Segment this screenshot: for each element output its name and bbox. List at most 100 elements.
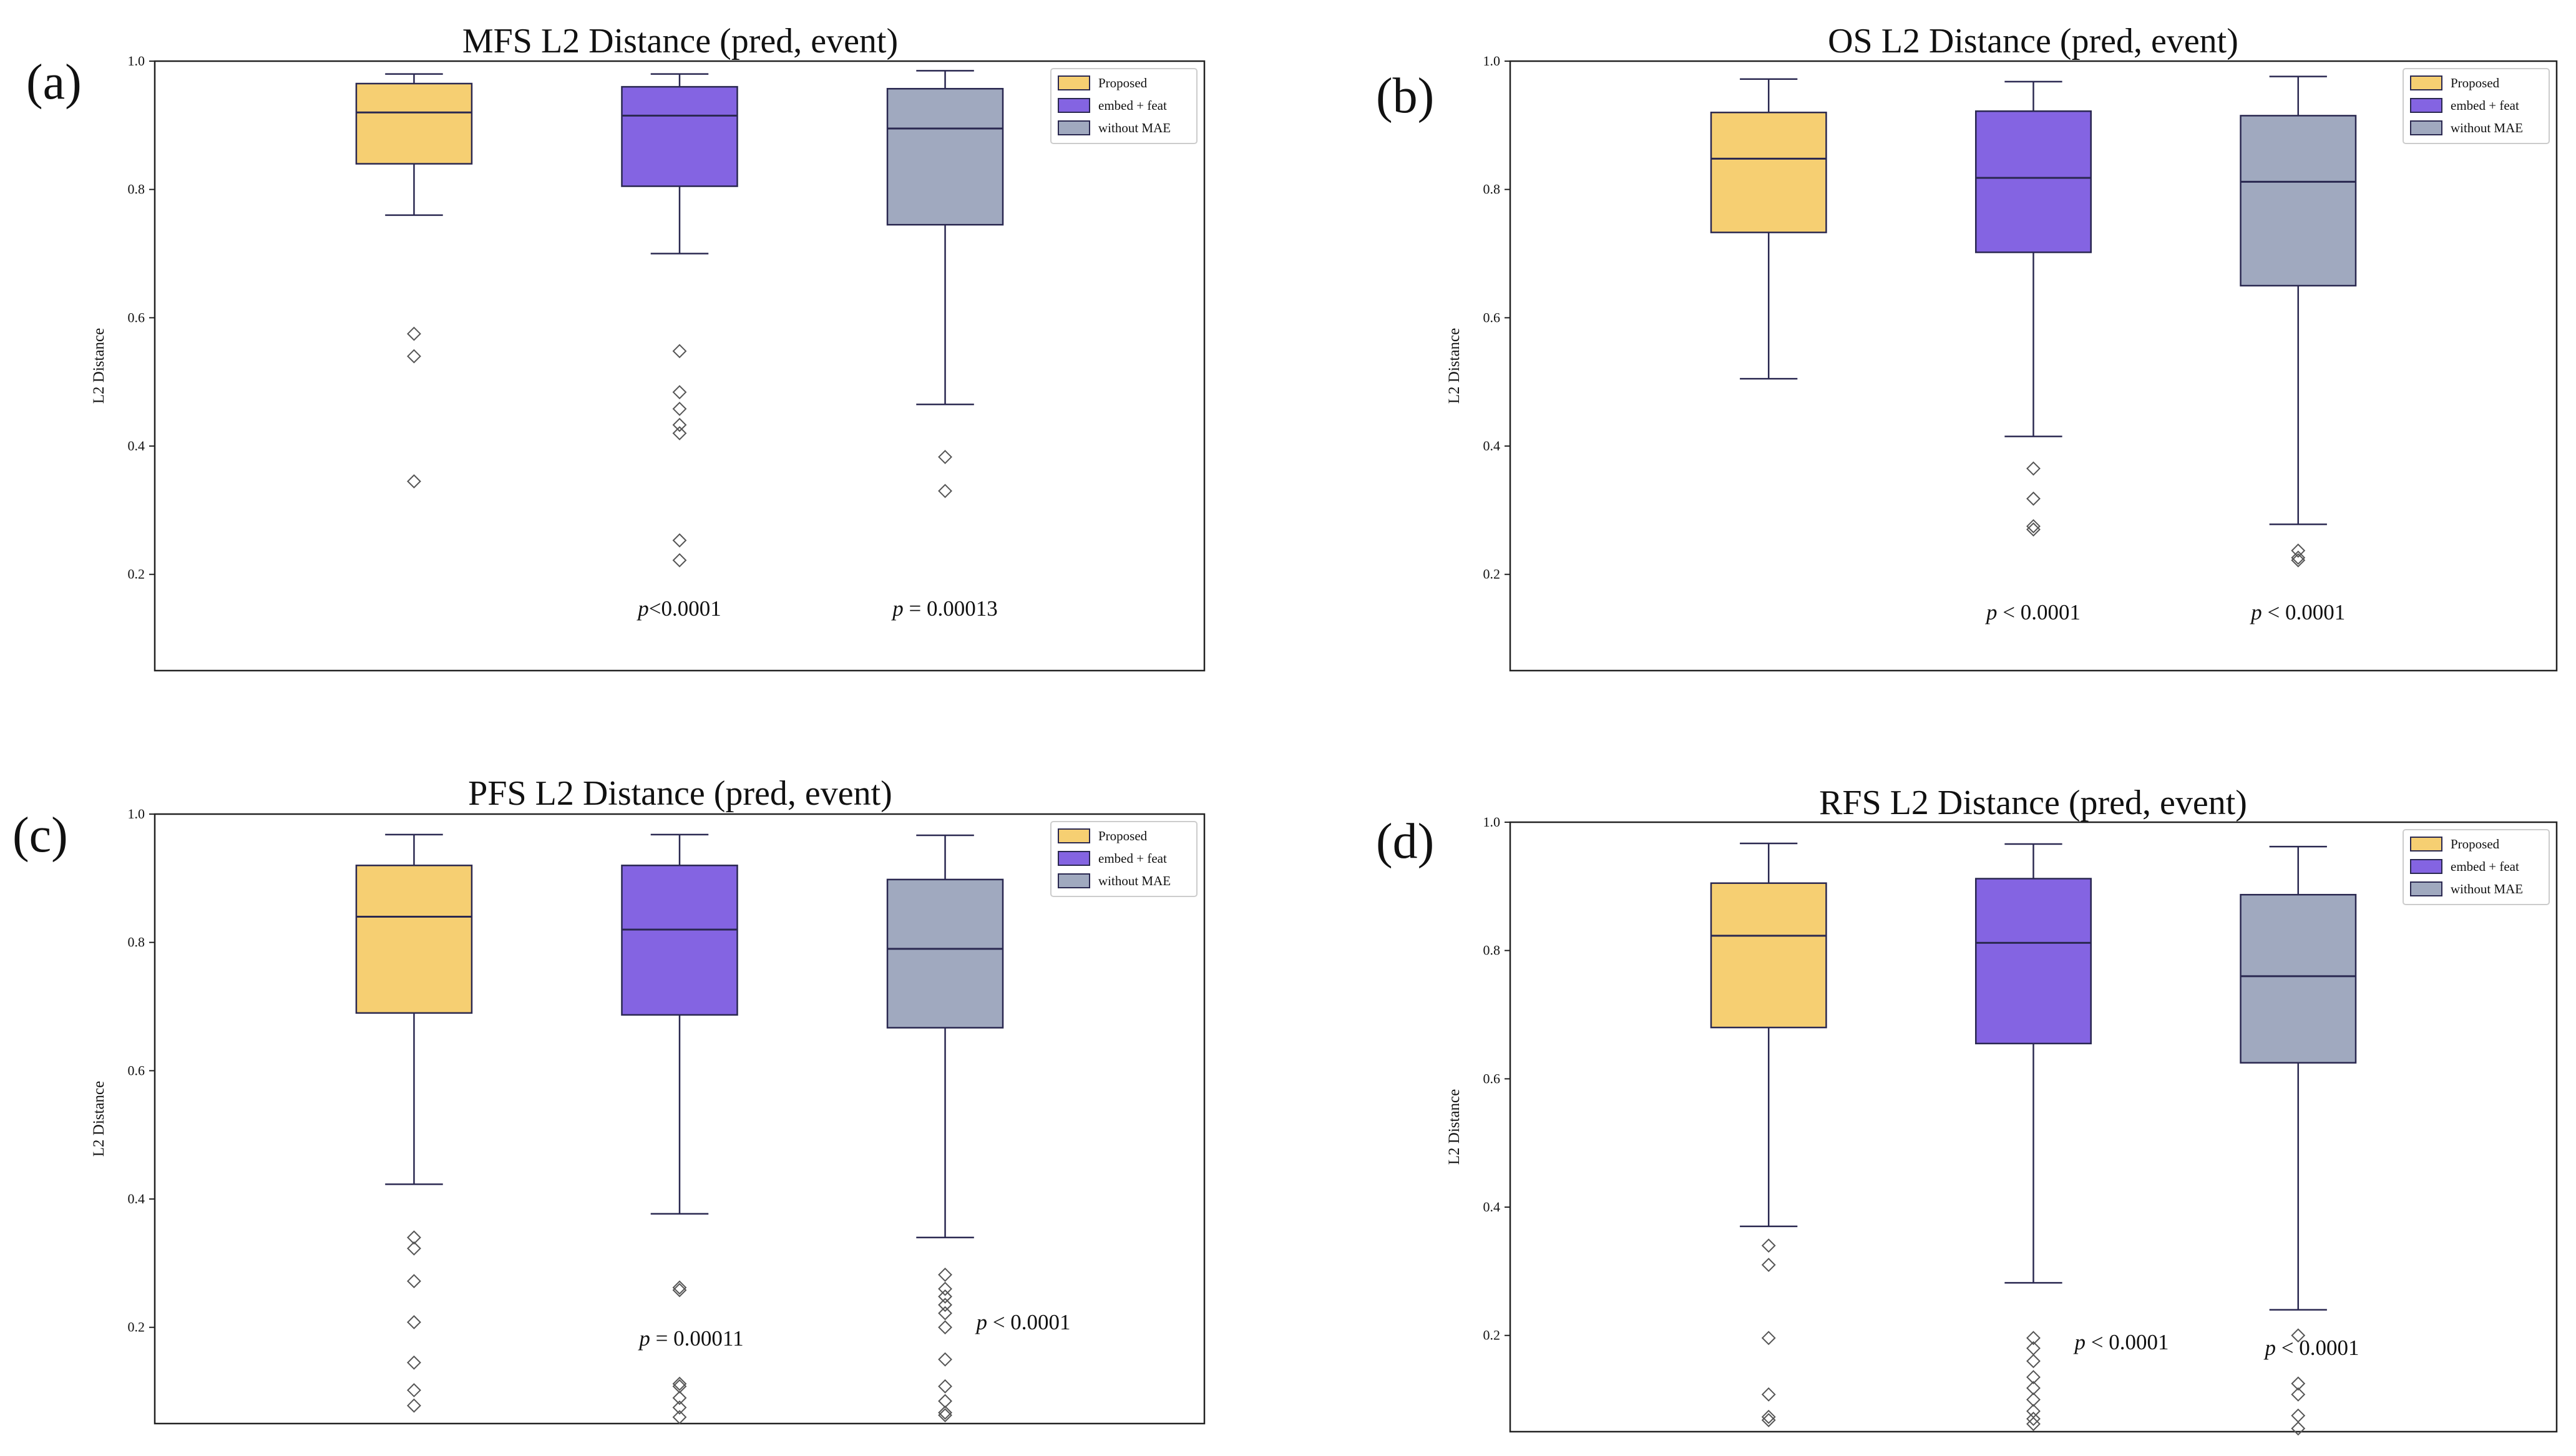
- p-value-label: p < 0.0001: [1984, 600, 2081, 624]
- outlier-point: [2026, 1412, 2041, 1426]
- y-tick-label: 0.2: [128, 566, 145, 582]
- chart-panel-2: (b) OS L2 Distance (pred, event) 0.2 0.4 0.6…: [1376, 22, 2558, 672]
- outlier-point: [1761, 1238, 1776, 1253]
- legend-swatch: [1058, 873, 1090, 888]
- panel-label: (a): [26, 55, 82, 110]
- p-value-label: p < 0.0001: [2263, 1336, 2359, 1360]
- panel-label: (d): [1376, 814, 1434, 869]
- outlier-point: [672, 1280, 687, 1295]
- outlier-point: [1761, 1387, 1776, 1402]
- box-iqr: [355, 82, 473, 165]
- legend-swatch: [1058, 75, 1090, 90]
- y-tick-label: 0.6: [128, 1062, 145, 1078]
- chart-panel-4: (d) RFS L2 Distance (pred, event) 0.2 0.4 0.…: [1376, 784, 2558, 1436]
- legend-entry: embed + feat: [1098, 851, 1167, 866]
- outlier-point: [2291, 1328, 2306, 1343]
- legend-swatch: [2410, 120, 2442, 135]
- legend-swatch: [1058, 98, 1090, 113]
- y-tick-label: 0.2: [128, 1319, 145, 1335]
- outlier-point: [938, 483, 952, 498]
- outlier-point: [672, 426, 687, 440]
- outlier-point: [407, 1241, 421, 1256]
- outlier-point: [407, 474, 421, 489]
- outlier-point: [2026, 522, 2041, 537]
- outlier-point: [2291, 543, 2306, 558]
- outlier-point: [672, 1376, 687, 1391]
- chart-panel-3: (c) PFS L2 Distance (pred, event) 0.2 0.4 0.…: [12, 774, 1206, 1425]
- outlier-point: [938, 1405, 952, 1420]
- p-value-label: p < 0.0001: [975, 1310, 1071, 1334]
- box-proposed: [1710, 78, 1827, 380]
- legend-swatch: [2410, 859, 2442, 874]
- chart-title: PFS L2 Distance (pred, event): [468, 774, 892, 813]
- outlier-point: [407, 1383, 421, 1397]
- box-embed-feat: [621, 833, 738, 1425]
- y-axis-label: L2 Distance: [1446, 1089, 1463, 1165]
- p-value-label: p = 0.00013: [890, 596, 998, 621]
- outlier-point: [1761, 1331, 1776, 1346]
- legend-swatch: [2410, 75, 2442, 90]
- box-proposed: [1710, 842, 1827, 1427]
- outlier-point: [938, 1306, 952, 1321]
- y-tick-label: 0.4: [1483, 1199, 1501, 1215]
- box-without-mae: [2240, 845, 2357, 1436]
- outlier-point: [938, 1320, 952, 1335]
- legend: Proposed embed + feat without MAE: [2403, 68, 2550, 144]
- outlier-point: [938, 1408, 952, 1423]
- legend-swatch: [2410, 98, 2442, 113]
- p-value-label: p < 0.0001: [2073, 1330, 2169, 1354]
- legend-entry: Proposed: [1098, 828, 1148, 843]
- outlier-point: [938, 1352, 952, 1367]
- legend-entry: Proposed: [2451, 75, 2500, 90]
- outlier-point: [2026, 1392, 2041, 1407]
- y-tick-label: 0.2: [1483, 566, 1501, 582]
- chart-panel-1: (a) MFS L2 Distance (pred, event) 0.2 0.4 0.…: [26, 22, 1206, 672]
- legend-entry: embed + feat: [1098, 98, 1167, 113]
- outlier-point: [672, 1283, 687, 1298]
- y-axis-label: L2 Distance: [90, 328, 107, 404]
- y-tick-label: 0.6: [1483, 309, 1501, 325]
- outlier-point: [938, 1394, 952, 1409]
- y-tick-label: 0.4: [1483, 438, 1501, 454]
- box-iqr: [355, 865, 473, 1014]
- box-iqr: [1710, 882, 1827, 1029]
- outlier-point: [938, 450, 952, 464]
- y-tick-label: 0.8: [1483, 943, 1501, 958]
- outlier-point: [2291, 1421, 2306, 1436]
- outlier-point: [672, 1379, 687, 1394]
- plot-frame: [1509, 60, 2558, 672]
- outlier-point: [938, 1281, 952, 1296]
- panel-label: (b): [1376, 69, 1434, 124]
- outlier-point: [407, 1315, 421, 1329]
- outlier-point: [672, 385, 687, 400]
- y-tick-label: 0.8: [128, 934, 145, 950]
- plot-frame: [154, 60, 1206, 672]
- y-tick-label: 0.2: [1483, 1327, 1501, 1343]
- legend-entry: without MAE: [1098, 873, 1171, 888]
- chart-title: OS L2 Distance (pred, event): [1828, 22, 2238, 61]
- box-iqr: [886, 878, 1004, 1029]
- outlier-point: [407, 1230, 421, 1245]
- box-iqr: [2240, 893, 2357, 1064]
- box-iqr: [1975, 878, 2092, 1045]
- legend: Proposed embed + feat without MAE: [1050, 821, 1198, 897]
- legend-entry: without MAE: [2451, 120, 2523, 135]
- outlier-point: [938, 1379, 952, 1394]
- outlier-point: [2291, 1376, 2306, 1391]
- outlier-point: [672, 417, 687, 432]
- chart-title: RFS L2 Distance (pred, event): [1819, 784, 2247, 822]
- box-without-mae: [886, 70, 1004, 498]
- y-tick-label: 1.0: [1483, 814, 1501, 830]
- legend-entry: without MAE: [1098, 120, 1171, 135]
- outlier-point: [2026, 519, 2041, 534]
- outlier-point: [2026, 1370, 2041, 1384]
- outlier-point: [407, 1355, 421, 1370]
- legend-swatch: [1058, 828, 1090, 843]
- y-tick-label: 0.4: [128, 438, 145, 454]
- box-iqr: [2240, 115, 2357, 287]
- panel-label: (c): [12, 808, 68, 863]
- box-without-mae: [886, 834, 1004, 1423]
- outlier-point: [672, 401, 687, 416]
- outlier-point: [2026, 1354, 2041, 1369]
